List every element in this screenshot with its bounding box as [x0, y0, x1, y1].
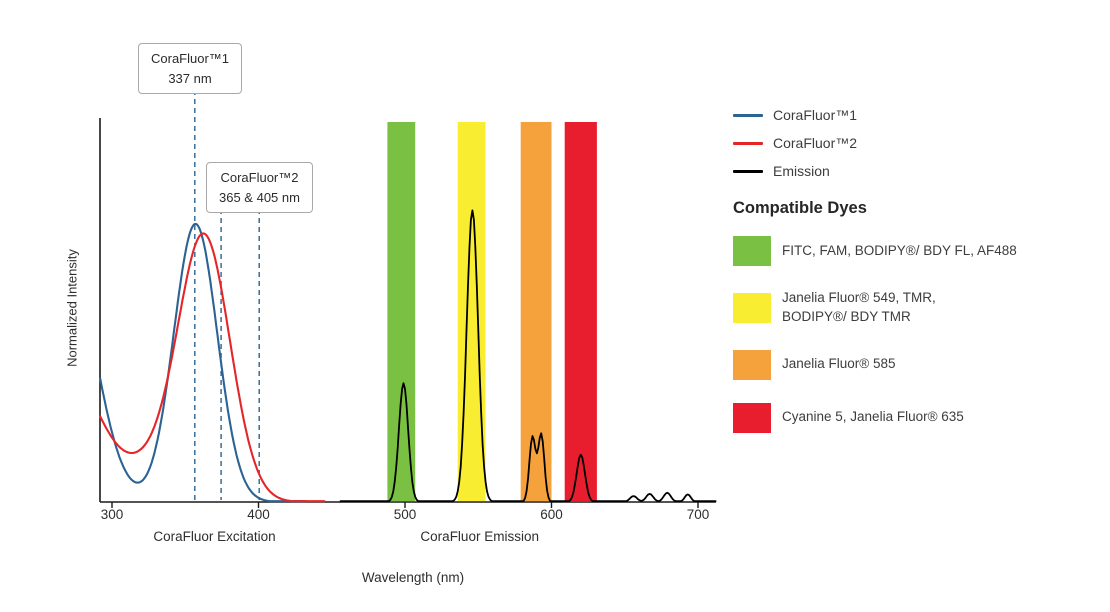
dye-label: Janelia Fluor® 549, TMR, BODIPY®/ BDY TM…: [782, 290, 936, 324]
legend-item-emission: Emission: [733, 157, 1107, 185]
annotation-title: CoraFluor™2: [220, 170, 299, 185]
x-tick-label: 400: [247, 507, 270, 522]
x-region-label-excitation: CoraFluor Excitation: [153, 529, 276, 544]
legend-item-label: CoraFluor™1: [773, 107, 858, 123]
legend-panel: CoraFluor™1 CoraFluor™2 Emission Compati…: [733, 101, 1107, 456]
annotation-subtitle: 337 nm: [168, 70, 212, 86]
dye-item-orange: Janelia Fluor® 585: [733, 349, 1107, 380]
chart-area: Normalized Intensity Wavelength (nm) Cor…: [64, 43, 717, 585]
dye-label: Cyanine 5, Janelia Fluor® 635: [782, 409, 964, 425]
legend-line-swatch-black: [733, 169, 763, 173]
dye-swatch-orange: [733, 349, 771, 380]
series-curve-excitation-corafluor2: [99, 232, 326, 503]
dye-item-yellow: Janelia Fluor® 549, TMR, BODIPY®/ BDY TM…: [733, 289, 1107, 327]
x-tick-label: 500: [393, 507, 417, 522]
x-axis-label: Wavelength (nm): [361, 570, 465, 585]
series-curve-excitation-corafluor1: [99, 222, 307, 503]
annotation-box-corafluor1: CoraFluor™1 337 nm: [138, 43, 243, 94]
dye-swatch-green: [733, 236, 771, 266]
annotation-subtitle: 365 & 405 nm: [219, 189, 300, 205]
y-axis-label: Normalized Intensity: [64, 249, 80, 367]
chart-svg: [99, 81, 717, 508]
x-tick-label: 300: [100, 507, 124, 522]
dye-band: [387, 122, 416, 501]
x-tick-label: 600: [540, 507, 563, 522]
dye-item-green: FITC, FAM, BODIPY®/ BDY FL, AF488: [733, 236, 1107, 266]
annotation-title: CoraFluor™1: [151, 51, 230, 66]
annotation-box-corafluor2: CoraFluor™2 365 & 405 nm: [206, 162, 313, 213]
x-region-label-emission: CoraFluor Emission: [420, 529, 539, 544]
dye-item-red: Cyanine 5, Janelia Fluor® 635: [733, 402, 1107, 433]
legend-item-label: CoraFluor™2: [773, 135, 858, 151]
dye-band: [564, 122, 597, 501]
dye-swatch-red: [733, 402, 771, 433]
dye-swatch-yellow: [733, 292, 771, 323]
dye-label: Janelia Fluor® 585: [782, 356, 896, 372]
dye-label: FITC, FAM, BODIPY®/ BDY FL, AF488: [782, 242, 1017, 258]
x-tick-label: 700: [686, 507, 710, 522]
legend-item-label: Emission: [773, 163, 830, 179]
legend-line-swatch-red: [733, 141, 763, 145]
legend-line-swatch-blue: [733, 113, 763, 117]
compatible-dyes-heading: Compatible Dyes: [733, 199, 867, 217]
dye-band: [520, 122, 552, 501]
legend-item-corafluor2: CoraFluor™2: [733, 129, 1107, 157]
series-curve-emission-emission: [339, 209, 717, 503]
legend-item-corafluor1: CoraFluor™1: [733, 101, 1107, 129]
